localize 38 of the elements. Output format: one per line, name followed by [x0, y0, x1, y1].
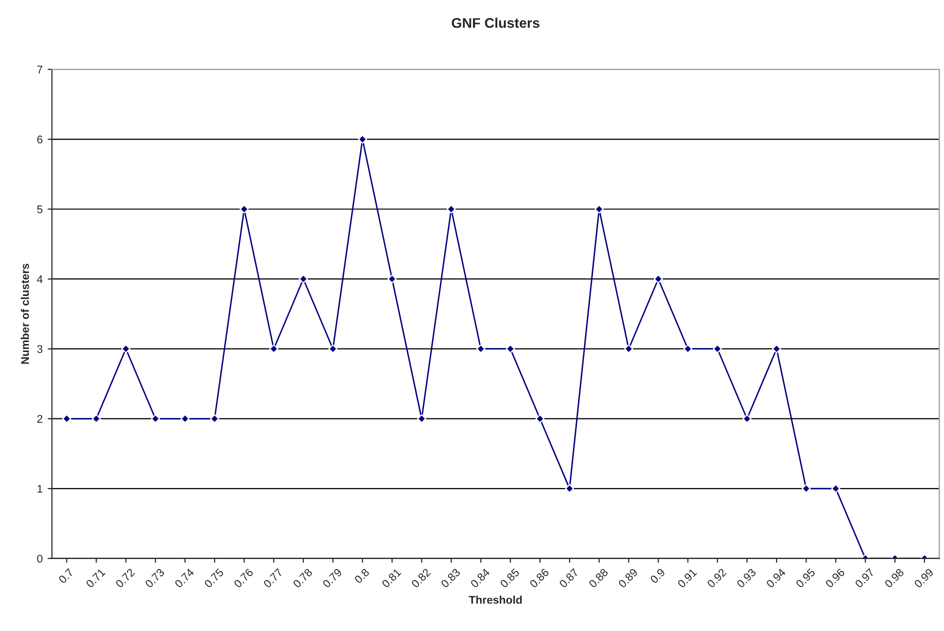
point [654, 274, 663, 284]
x-axis-title: Threshold [468, 596, 522, 604]
y-tick-label: 4 [36, 275, 43, 284]
y-tick-label: 3 [37, 345, 42, 353]
y-tick-label: 2 [37, 414, 42, 423]
x-tick-label: 0.89 [618, 568, 638, 588]
y-tick-label: 5 [37, 206, 42, 214]
x-tick-label: 0.96 [824, 568, 846, 588]
x-tick-label: 0.86 [529, 568, 550, 588]
x-tick-label: 0.81 [381, 568, 402, 588]
x-tick-label: 0.78 [292, 568, 313, 588]
x-tick-label: 0.83 [440, 568, 461, 588]
x-tick-label: 0.93 [736, 568, 756, 588]
x-tick-label: 0.9 [650, 568, 666, 584]
x-tick-label: 0.79 [322, 568, 342, 588]
x-tick-label: 0.72 [115, 568, 136, 588]
y-tick-label: 1 [38, 484, 42, 493]
x-tick-label: 0.74 [174, 568, 195, 588]
chart-title: GNF Clusters [452, 18, 540, 28]
y-tick-label: 6 [37, 136, 42, 144]
x-tick-label: 0.88 [588, 568, 609, 588]
x-tick-label: 0.7 [58, 568, 74, 584]
x-tick-label: 0.8 [354, 568, 370, 584]
x-tick-label: 0.71 [85, 568, 106, 588]
x-tick-label: 0.76 [233, 568, 254, 588]
x-tick-label: 0.98 [884, 568, 904, 588]
y-axis-title: Number of clusters [20, 264, 29, 364]
y-tick-label: 7 [37, 66, 42, 74]
x-tick-label: 0.82 [410, 568, 432, 588]
x-tick-label: 0.91 [677, 568, 698, 588]
x-tick-label: 0.92 [706, 568, 727, 588]
x-tick-label: 0.73 [144, 568, 165, 588]
point [298, 274, 308, 284]
x-tick-label: 0.99 [914, 568, 934, 588]
point [831, 484, 840, 494]
point [536, 414, 544, 424]
y-tick-label: 0 [37, 554, 42, 563]
point [388, 274, 397, 284]
